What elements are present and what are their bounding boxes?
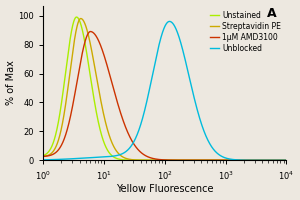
Streptavidin PE — [201, 159, 205, 161]
Streptavidin PE — [297, 159, 300, 161]
1μM AMD3100 — [73, 94, 76, 97]
Unblocked — [168, 20, 171, 23]
Unstained — [128, 159, 131, 161]
1μM AMD3100 — [23, 156, 27, 158]
Streptavidin PE — [248, 159, 252, 161]
Unblocked — [128, 147, 131, 149]
Unstained — [201, 159, 205, 161]
1μM AMD3100 — [248, 159, 252, 161]
1μM AMD3100 — [227, 159, 231, 161]
Unstained — [73, 18, 76, 20]
Unstained — [187, 159, 191, 161]
1μM AMD3100 — [128, 135, 131, 137]
Unblocked — [73, 157, 76, 160]
Streptavidin PE — [79, 17, 83, 20]
Unstained — [75, 16, 78, 18]
Unblocked — [297, 159, 300, 161]
Unblocked — [23, 159, 27, 161]
Streptavidin PE — [23, 155, 27, 158]
Streptavidin PE — [128, 158, 131, 161]
Unstained — [297, 159, 300, 161]
Y-axis label: % of Max: % of Max — [6, 60, 16, 105]
1μM AMD3100 — [187, 159, 191, 161]
1μM AMD3100 — [201, 159, 205, 161]
Unblocked — [187, 75, 191, 77]
1μM AMD3100 — [297, 159, 300, 161]
Legend: Unstained, Streptavidin PE, 1μM AMD3100, Unblocked: Unstained, Streptavidin PE, 1μM AMD3100,… — [208, 9, 283, 54]
Unblocked — [248, 159, 252, 161]
Unblocked — [201, 127, 205, 129]
Line: Streptavidin PE: Streptavidin PE — [25, 19, 298, 160]
1μM AMD3100 — [88, 30, 92, 33]
Line: Unstained: Unstained — [25, 17, 298, 160]
Line: 1μM AMD3100: 1μM AMD3100 — [25, 32, 298, 160]
Streptavidin PE — [187, 159, 191, 161]
Unstained — [227, 159, 231, 161]
Streptavidin PE — [73, 38, 76, 40]
Unblocked — [227, 158, 231, 160]
X-axis label: Yellow Fluorescence: Yellow Fluorescence — [116, 184, 214, 194]
Unstained — [23, 155, 27, 158]
Unstained — [248, 159, 252, 161]
Text: A: A — [267, 7, 277, 20]
Streptavidin PE — [227, 159, 231, 161]
Line: Unblocked: Unblocked — [25, 21, 298, 160]
